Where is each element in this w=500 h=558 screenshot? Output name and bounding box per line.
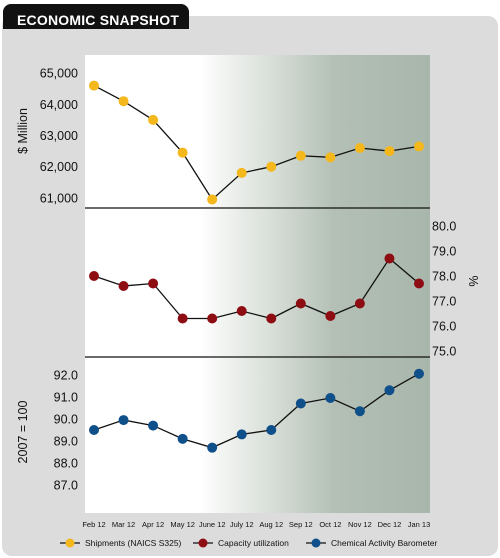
legend-marker (198, 538, 208, 548)
data-point (266, 425, 277, 435)
x-tick-label: Nov 12 (348, 520, 372, 529)
data-point (177, 313, 188, 324)
x-tick-label: Feb 12 (82, 520, 105, 529)
data-point (354, 298, 365, 309)
y-tick-label: 89.0 (54, 435, 78, 449)
data-point (118, 96, 129, 107)
data-point (89, 80, 99, 91)
data-point (148, 278, 159, 289)
legend: Shipments (NAICS S325) Capacity utilizati… (60, 538, 437, 548)
data-point (384, 253, 395, 264)
data-point (266, 313, 277, 324)
barometer-axis-title: 2007 = 100 (16, 401, 30, 464)
data-point (177, 433, 188, 444)
y-tick-label: 64,000 (40, 98, 78, 112)
y-tick-label: 62,000 (40, 160, 78, 174)
legend-label: Capacity utilization (218, 538, 289, 548)
y-tick-label: 87.0 (54, 479, 78, 493)
x-tick-label: Aug 12 (259, 520, 283, 529)
data-point (118, 281, 129, 291)
data-point (89, 425, 99, 435)
series-line (93, 373, 420, 449)
plot-panel (85, 55, 430, 513)
x-tick-label: Apr 12 (142, 520, 164, 529)
data-point (325, 393, 336, 403)
x-tick-label: Jan 13 (408, 520, 431, 529)
x-tick-label: Dec 12 (378, 520, 402, 529)
y-tick-label: 92.0 (54, 368, 78, 382)
title-tab: ECONOMIC SNAPSHOT (3, 4, 189, 29)
y-tick-label: 61,000 (40, 191, 78, 205)
data-point (118, 415, 129, 426)
legend-label: Shipments (NAICS S325) (85, 538, 182, 548)
data-point (295, 150, 306, 161)
y-tick-label: 75.0 (432, 345, 456, 359)
data-point (207, 442, 218, 453)
series-layer (89, 80, 424, 453)
x-tick-label: May 12 (170, 520, 195, 529)
tick-labels: 61,000 62,000 63,000 64,000 65,000 75.0 76.0 77… (40, 67, 457, 493)
x-tick-label: Sep 12 (289, 520, 313, 529)
x-tick-label: Oct 12 (319, 520, 341, 529)
page-title: ECONOMIC SNAPSHOT (17, 12, 180, 28)
y-tick-label: 65,000 (40, 67, 78, 81)
data-point (295, 398, 306, 409)
y-tick-label: 76.0 (432, 320, 456, 334)
data-point (207, 194, 218, 205)
data-point (384, 385, 395, 396)
data-point (236, 429, 247, 440)
legend-label: Chemical Activity Barometer (331, 538, 437, 548)
y-tick-label: 78.0 (432, 270, 456, 284)
data-point (177, 147, 188, 158)
x-tick-label: June 12 (199, 520, 226, 529)
x-tick-label: Mar 12 (112, 520, 135, 529)
data-point (295, 298, 306, 309)
data-point (207, 313, 218, 324)
data-point (236, 306, 247, 316)
data-point (236, 167, 247, 178)
shipments-axis-title: $ Million (16, 108, 30, 154)
y-tick-label: 63,000 (40, 129, 78, 143)
y-tick-label: 80.0 (432, 220, 456, 234)
data-point (414, 368, 424, 379)
data-point (325, 311, 336, 321)
y-tick-label: 91.0 (54, 390, 78, 404)
y-tick-label: 77.0 (432, 295, 456, 309)
x-tick-label: July 12 (230, 520, 254, 529)
data-point (266, 161, 277, 172)
x-tick-labels: Feb 12 Mar 12 Apr 12 May 12 June 12 July 12 Au… (82, 520, 430, 529)
legend-marker (65, 538, 75, 548)
y-tick-label: 88.0 (54, 457, 78, 471)
capacity-axis-title: % (467, 275, 481, 286)
data-point (325, 152, 336, 163)
data-point (354, 406, 365, 417)
y-tick-label: 90.0 (54, 412, 78, 426)
y-tick-label: 79.0 (432, 245, 456, 259)
data-point (414, 141, 424, 152)
data-point (354, 142, 365, 153)
data-point (148, 420, 159, 431)
data-point (414, 278, 424, 289)
data-point (148, 114, 159, 125)
legend-marker (311, 538, 321, 548)
data-point (89, 271, 99, 281)
data-point (384, 146, 395, 157)
